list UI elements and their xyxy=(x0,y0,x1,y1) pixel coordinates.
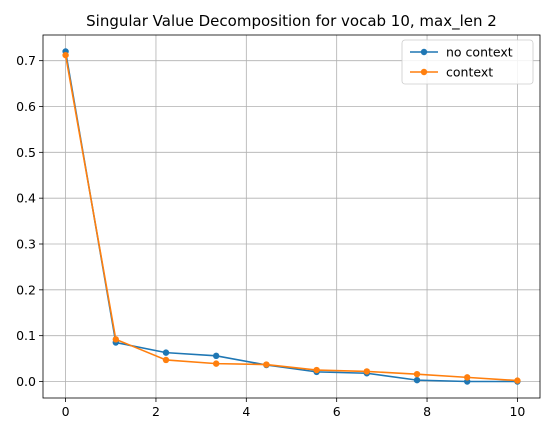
data-point xyxy=(162,356,170,364)
y-tick-label: 0.4 xyxy=(16,191,36,206)
data-point xyxy=(263,361,270,368)
y-tick-label: 0.3 xyxy=(16,237,36,252)
series-line xyxy=(64,51,518,383)
series-context xyxy=(62,51,521,384)
x-tick-label: 4 xyxy=(242,404,250,419)
legend-marker xyxy=(420,48,428,56)
data-point xyxy=(413,376,421,384)
data-point xyxy=(212,352,220,360)
data-point xyxy=(413,370,421,378)
data-point xyxy=(514,377,521,384)
chart-title: Singular Value Decomposition for vocab 1… xyxy=(86,12,497,31)
plot-frame xyxy=(42,34,541,399)
y-axis: 0.0 0.1 0.2 0.3 0.4 0.5 0.6 0.7 xyxy=(16,53,43,389)
y-tick-label: 0.6 xyxy=(16,99,36,114)
series-no-context xyxy=(62,48,521,385)
y-tick-label: 0.2 xyxy=(16,282,36,297)
x-tick-label: 6 xyxy=(333,404,341,419)
y-tick-label: 0.1 xyxy=(16,328,36,343)
x-axis: 0 2 4 6 8 10 xyxy=(62,398,525,419)
data-point xyxy=(162,349,170,356)
legend-label: context xyxy=(446,65,493,80)
series-line xyxy=(64,55,518,382)
series-layer xyxy=(62,48,521,385)
data-point xyxy=(363,368,371,375)
x-tick-label: 2 xyxy=(152,404,160,419)
data-point xyxy=(464,374,471,381)
data-point xyxy=(212,360,220,367)
data-point xyxy=(112,336,119,343)
x-tick-label: 8 xyxy=(423,404,431,419)
data-point xyxy=(313,366,320,374)
y-tick-label: 0.7 xyxy=(16,53,36,68)
x-tick-label: 0 xyxy=(62,404,70,419)
x-tick-label: 10 xyxy=(509,404,525,419)
y-tick-label: 0.5 xyxy=(16,145,36,160)
data-point xyxy=(62,51,69,59)
legend-item: context xyxy=(410,65,493,80)
legend-box xyxy=(401,39,534,85)
legend-marker xyxy=(420,68,428,76)
y-tick-label: 0.0 xyxy=(16,374,36,389)
legend: no context context xyxy=(401,39,534,85)
legend-item: no context xyxy=(410,45,513,60)
legend-label: no context xyxy=(446,45,513,60)
